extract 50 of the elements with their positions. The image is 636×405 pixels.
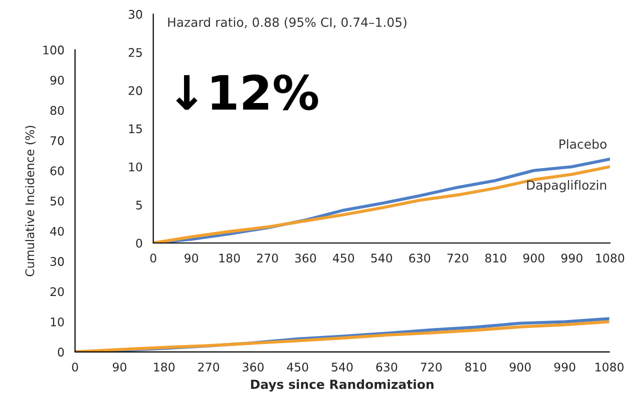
x-tick-label: 990 — [561, 254, 582, 263]
y-tick-label: 80 — [50, 106, 64, 115]
x-tick-label: 630 — [409, 254, 430, 263]
x-axis-title: Days since Randomization — [251, 379, 434, 392]
series-label: Placebo — [560, 139, 606, 149]
y-tick-label: 20 — [50, 287, 64, 296]
y-tick-label: 0 — [58, 348, 64, 357]
y-tick-label: 5 — [136, 200, 142, 210]
y-tick-label: 10 — [50, 317, 64, 326]
x-tick-label: 810 — [485, 254, 506, 263]
x-tick-label: 0 — [72, 362, 78, 372]
x-tick-label: 180 — [219, 254, 240, 263]
x-tick-label: 270 — [198, 362, 220, 372]
y-tick-label: 40 — [50, 226, 64, 236]
y-tick-label: 70 — [50, 136, 64, 146]
y-tick-label: 60 — [50, 166, 64, 176]
x-tick-label: 720 — [447, 254, 468, 263]
x-tick-label: 810 — [465, 362, 486, 372]
y-tick-label: 90 — [50, 76, 64, 85]
y-tick-label: 30 — [128, 10, 142, 19]
x-tick-label: 450 — [286, 362, 308, 372]
x-tick-label: 270 — [257, 254, 278, 263]
x-tick-label: 540 — [332, 362, 353, 372]
x-tick-label: 900 — [510, 362, 531, 372]
x-tick-label: 90 — [112, 362, 126, 372]
y-axis-title: Cumulative Incidence (%) — [25, 126, 36, 276]
x-tick-label: 90 — [184, 254, 198, 263]
y-tick-label: 50 — [50, 196, 64, 206]
x-tick-label: 720 — [420, 362, 442, 372]
x-tick-label: 900 — [523, 254, 544, 263]
annotation: Hazard ratio, 0.88 (95% CI, 0.74–1.05) — [168, 17, 406, 28]
x-tick-label: 180 — [154, 362, 175, 372]
x-tick-label: 360 — [242, 362, 264, 372]
y-tick-label: 20 — [128, 86, 142, 96]
x-tick-label: 1080 — [596, 254, 624, 263]
y-tick-label: 0 — [136, 238, 142, 248]
x-tick-label: 450 — [332, 254, 354, 263]
series-label: Dapagliflozin — [527, 180, 606, 192]
x-tick-label: 540 — [371, 254, 392, 263]
x-tick-label: 360 — [295, 254, 316, 263]
annotation: ↓12% — [176, 74, 318, 110]
x-tick-label: 1080 — [596, 362, 624, 372]
y-tick-label: 10 — [129, 162, 142, 172]
x-tick-label: 630 — [376, 362, 398, 372]
x-tick-label: 990 — [554, 362, 576, 372]
y-tick-label: 100 — [43, 46, 64, 54]
y-tick-label: 15 — [129, 124, 142, 134]
x-tick-label: 0 — [150, 254, 156, 263]
y-tick-label: 30 — [50, 257, 64, 266]
y-tick-label: 25 — [128, 48, 142, 57]
